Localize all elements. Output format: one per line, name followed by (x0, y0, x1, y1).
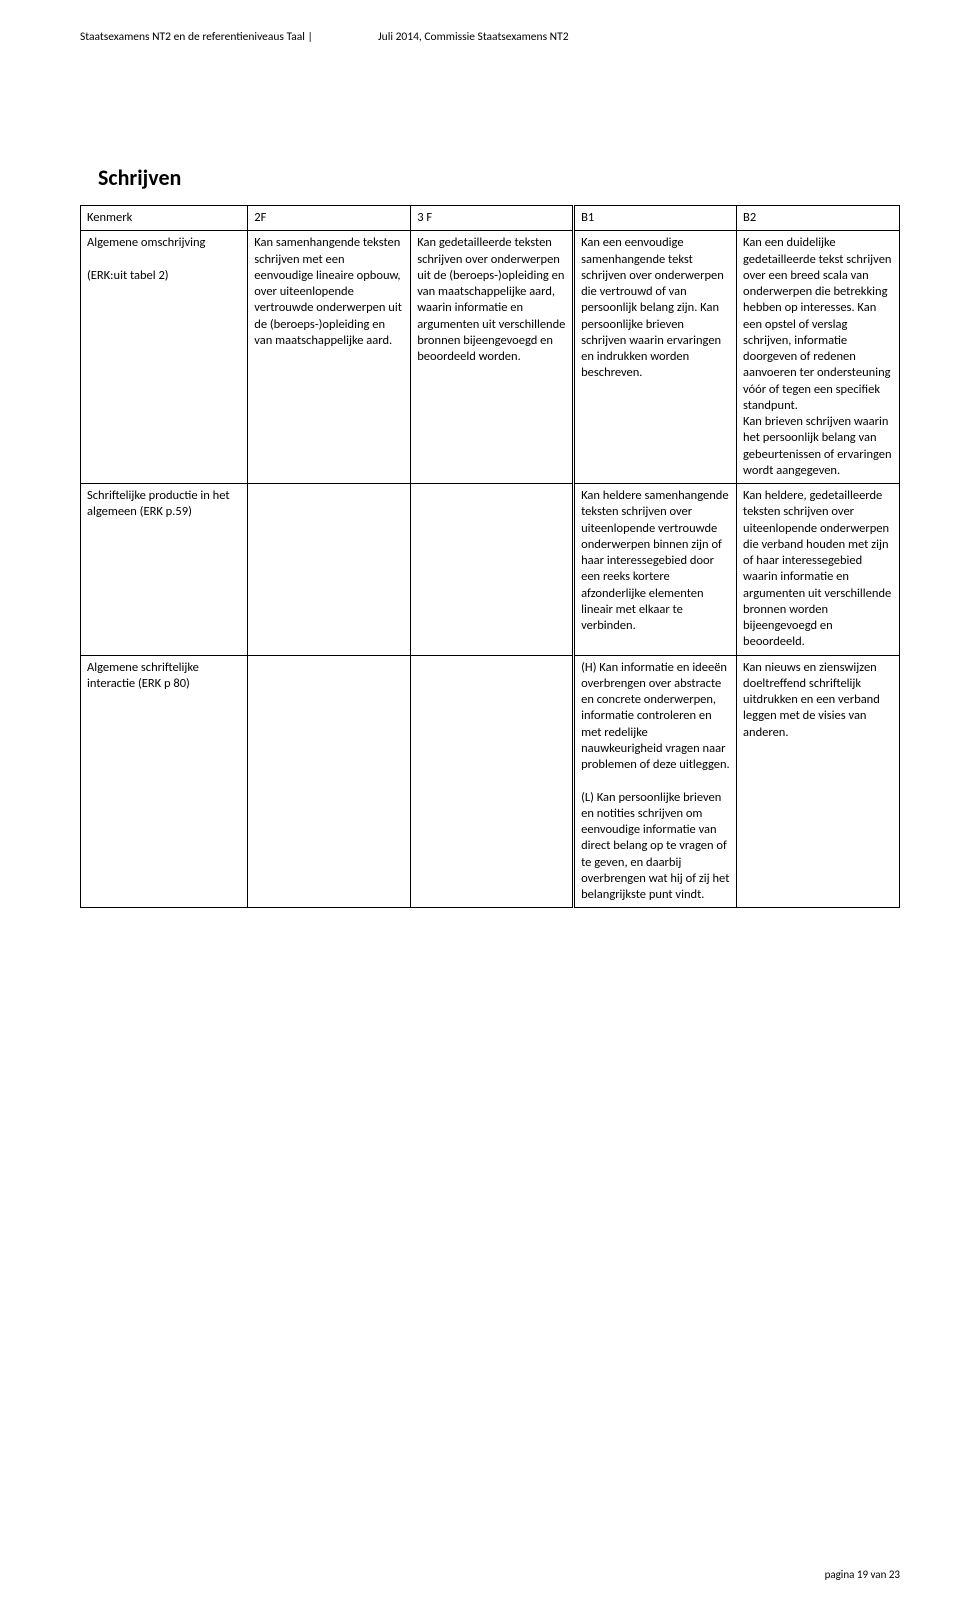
section-title: Schrijven (98, 164, 900, 191)
cell-3f: Kan gedetailleerde teksten schrijven ove… (411, 231, 574, 484)
th-b2: B2 (737, 206, 900, 231)
cell-2f: Kan samenhangende teksten schrijven met … (248, 231, 411, 484)
page-footer: pagina 19 van 23 (825, 1568, 900, 1581)
cell-2f (248, 484, 411, 656)
th-3f: 3 F (411, 206, 574, 231)
th-2f: 2F (248, 206, 411, 231)
cell-kenmerk: Algemene omschrijving (ERK:uit tabel 2) (81, 231, 248, 484)
page-header: Staatsexamens NT2 en de referentieniveau… (80, 30, 900, 44)
schrijven-table: Kenmerk 2F 3 F B1 B2 Algemene omschrijvi… (80, 205, 900, 908)
cell-b1: Kan een eenvoudige samenhangende tekst s… (574, 231, 737, 484)
cell-2f (248, 655, 411, 908)
cell-kenmerk: Algemene schriftelijke interactie (ERK p… (81, 655, 248, 908)
cell-b2: Kan heldere, gedetailleerde teksten schr… (737, 484, 900, 656)
header-right: Juli 2014, Commissie Staatsexamens NT2 (378, 30, 569, 44)
cell-b2: Kan nieuws en zienswijzen doeltreffend s… (737, 655, 900, 908)
table-header-row: Kenmerk 2F 3 F B1 B2 (81, 206, 900, 231)
cell-kenmerk: Schriftelijke productie in het algemeen … (81, 484, 248, 656)
th-kenmerk: Kenmerk (81, 206, 248, 231)
table-row: Schriftelijke productie in het algemeen … (81, 484, 900, 656)
cell-b2: Kan een duidelijke gedetailleerde tekst … (737, 231, 900, 484)
cell-3f (411, 655, 574, 908)
header-left: Staatsexamens NT2 en de referentieniveau… (80, 30, 313, 44)
cell-3f (411, 484, 574, 656)
table-row: Algemene omschrijving (ERK:uit tabel 2) … (81, 231, 900, 484)
cell-b1: Kan heldere samenhangende teksten schrij… (574, 484, 737, 656)
cell-b1: (H) Kan informatie en ideeën overbrengen… (574, 655, 737, 908)
table-row: Algemene schriftelijke interactie (ERK p… (81, 655, 900, 908)
th-b1: B1 (574, 206, 737, 231)
